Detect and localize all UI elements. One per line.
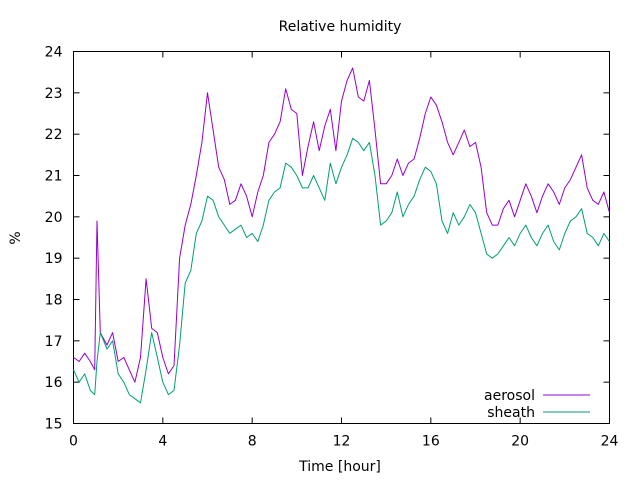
y-tick-label: 22 (45, 127, 63, 143)
series-layer (73, 67, 610, 404)
axis-ticks (73, 51, 610, 424)
x-tick-label: 24 (601, 434, 619, 450)
legend-label-sheath: sheath (487, 405, 535, 421)
x-tick-label: 16 (422, 434, 440, 450)
x-tick-label: 12 (333, 434, 351, 450)
chart-title: Relative humidity (279, 19, 402, 35)
y-tick-label: 18 (45, 293, 63, 309)
y-tick-label: 19 (45, 251, 63, 267)
x-tick-label: 8 (248, 434, 257, 450)
y-tick-labels: 15 16 17 18 19 20 21 22 23 24 (45, 45, 63, 433)
legend-label-aerosol: aerosol (484, 388, 535, 404)
series-line-aerosol (73, 67, 610, 383)
x-axis-label: Time [hour] (298, 459, 381, 475)
y-axis-label: % (8, 231, 24, 244)
y-tick-label: 20 (45, 210, 63, 226)
x-tick-labels: 0 4 8 12 16 20 24 (69, 434, 618, 450)
y-tick-label: 15 (45, 417, 63, 433)
x-tick-label: 20 (511, 434, 529, 450)
y-tick-label: 17 (45, 334, 63, 350)
series-line-sheath (73, 137, 610, 404)
x-tick-label: 0 (69, 434, 78, 450)
y-tick-label: 24 (45, 45, 63, 61)
y-tick-label: 16 (45, 375, 63, 391)
y-tick-label: 21 (45, 169, 63, 185)
y-tick-label: 23 (45, 86, 63, 102)
x-tick-label: 4 (158, 434, 167, 450)
